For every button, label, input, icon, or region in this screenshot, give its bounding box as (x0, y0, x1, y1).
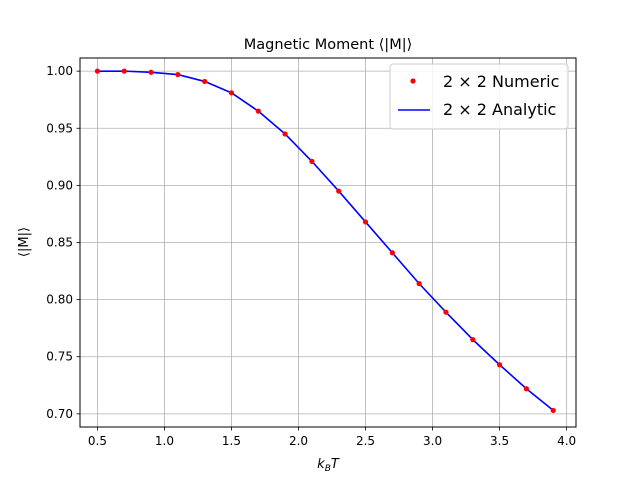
data-point-numeric (228, 90, 235, 96)
data-point-numeric (282, 131, 288, 137)
data-point-numeric (416, 281, 422, 287)
x-axis-label: kBT (317, 457, 340, 474)
y-tick-label: 0.95 (46, 121, 73, 135)
x-tick-label: 1.0 (155, 434, 174, 448)
series-layer (94, 68, 556, 414)
data-point-numeric (550, 407, 556, 414)
y-tick-label: 1.00 (46, 64, 73, 78)
series-line-analytic (97, 70, 554, 412)
data-point-numeric (470, 337, 476, 343)
data-point-numeric (443, 309, 449, 315)
data-point-numeric (175, 71, 181, 78)
data-point-numeric (336, 188, 342, 194)
legend-label-analytic: 2 × 2 Analytic (443, 100, 556, 119)
data-point-numeric (94, 68, 101, 74)
ticks: 0.5 1.0 1.5 2.0 2.5 3.0 3.5 4.0 0.70 0.75 0.80 0.85… (46, 64, 576, 448)
data-point-numeric (121, 68, 127, 74)
y-tick-label: 0.75 (46, 350, 73, 364)
data-point-numeric (309, 158, 315, 164)
x-tick-label: 3.0 (423, 434, 442, 448)
x-tick-label: 2.0 (289, 434, 308, 448)
y-tick-label: 0.85 (46, 236, 73, 250)
x-tick-label: 1.5 (222, 434, 241, 448)
data-point-numeric (148, 69, 154, 75)
data-point-numeric (523, 386, 530, 392)
data-point-numeric (496, 362, 503, 368)
chart-title: Magnetic Moment ⟨|M|⟩ (244, 37, 413, 53)
x-tick-label: 4.0 (557, 434, 576, 448)
x-tick-label: 3.5 (490, 434, 509, 448)
y-tick-label: 0.70 (46, 407, 73, 421)
y-tick-label: 0.80 (46, 293, 73, 307)
legend: 2 × 2 Numeric 2 × 2 Analytic (389, 63, 569, 130)
y-tick-label: 0.90 (46, 178, 73, 192)
x-tick-label: 0.5 (88, 434, 107, 448)
data-point-numeric (362, 219, 369, 225)
data-point-numeric (202, 78, 208, 85)
data-point-numeric (389, 250, 395, 256)
legend-label-numeric: 2 × 2 Numeric (443, 72, 559, 91)
x-tick-label: 2.5 (356, 434, 375, 448)
data-point-numeric (255, 108, 261, 114)
legend-box (389, 63, 569, 130)
legend-marker-numeric (410, 78, 416, 84)
y-axis-label: ⟨|M|⟩ (17, 227, 32, 257)
